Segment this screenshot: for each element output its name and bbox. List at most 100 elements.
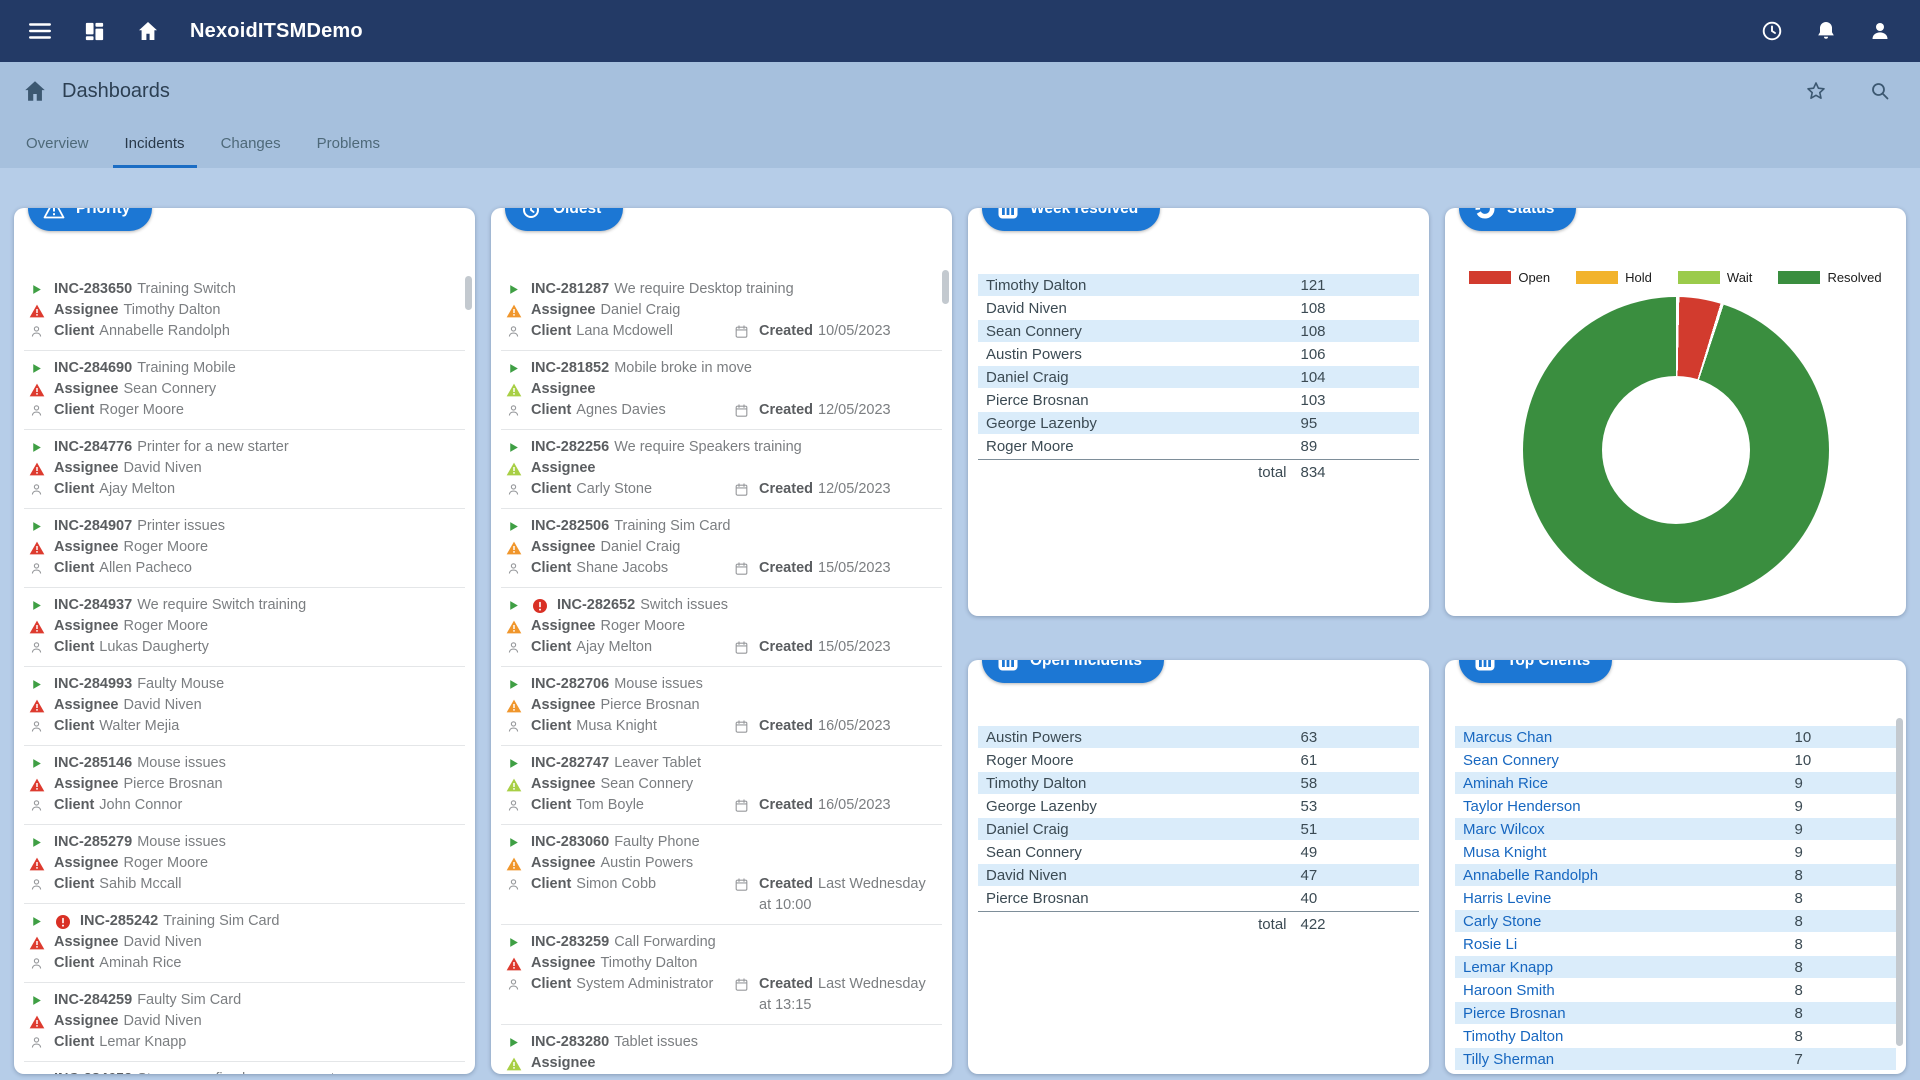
client-name: Allen Pacheco bbox=[99, 560, 192, 576]
table-row[interactable]: Timothy Dalton 121 bbox=[978, 274, 1419, 296]
incident-item[interactable]: INC-281852 Mobile broke in move Assignee Cl… bbox=[501, 350, 942, 429]
table-row[interactable]: Rosie Li 8 bbox=[1455, 933, 1896, 955]
table-row[interactable]: Marc Wilcox 9 bbox=[1455, 818, 1896, 840]
incident-title: Printer for a new starter bbox=[137, 439, 289, 455]
priority-scrollbar[interactable] bbox=[465, 276, 472, 310]
menu-icon[interactable] bbox=[20, 11, 60, 51]
week-resolved-card-header[interactable]: Week resolved bbox=[982, 208, 1161, 231]
tab-problems[interactable]: Problems bbox=[316, 135, 380, 152]
table-row[interactable]: Pierce Brosnan 8 bbox=[1455, 1002, 1896, 1024]
incident-item[interactable]: INC-284259 Faulty Sim Card Assignee David N… bbox=[24, 982, 465, 1061]
priority-card-header[interactable]: Priority bbox=[28, 208, 153, 231]
incident-item[interactable]: INC-283650 Training Switch Assignee Timothy… bbox=[24, 272, 465, 350]
donut-chart-icon bbox=[1473, 208, 1497, 221]
client-name: Walter Mejia bbox=[99, 718, 180, 734]
table-row[interactable]: Marcus Chan 10 bbox=[1455, 726, 1896, 748]
table-row[interactable]: Haroon Smith 8 bbox=[1455, 979, 1896, 1001]
table-row[interactable]: George Lazenby 53 bbox=[978, 795, 1419, 817]
incident-item[interactable]: INC-284690 Training Mobile Assignee Sean Co… bbox=[24, 350, 465, 429]
incident-item[interactable]: INC-284776 Printer for a new starter Assig… bbox=[24, 429, 465, 508]
incident-play-icon bbox=[505, 934, 522, 951]
dashboard-grid-icon[interactable] bbox=[74, 11, 114, 51]
incident-client-line: Client Annabelle Randolph bbox=[28, 321, 461, 342]
incident-title: Mouse issues bbox=[614, 676, 703, 692]
table-row[interactable]: Taylor Henderson 9 bbox=[1455, 795, 1896, 817]
table-row[interactable]: Austin Powers 106 bbox=[978, 343, 1419, 365]
table-row[interactable]: Carly Stone 8 bbox=[1455, 910, 1896, 932]
table-row[interactable]: Timothy Dalton 58 bbox=[978, 772, 1419, 794]
search-icon[interactable] bbox=[1862, 73, 1898, 109]
incident-item[interactable]: INC-281287 We require Desktop training Ass… bbox=[501, 272, 942, 350]
table-row[interactable]: Roger Moore 61 bbox=[978, 749, 1419, 771]
table-row[interactable]: Austin Powers 63 bbox=[978, 726, 1419, 748]
row-value: 40 bbox=[1300, 889, 1318, 907]
table-row[interactable]: Pierce Brosnan 40 bbox=[978, 887, 1419, 909]
table-row[interactable]: Daniel Craig 51 bbox=[978, 818, 1419, 840]
incident-item[interactable]: INC-285279 Mouse issues Assignee Roger Moor… bbox=[24, 824, 465, 903]
incident-item[interactable]: INC-282652 Switch issues Assignee Roger Moo… bbox=[501, 587, 942, 666]
incident-item[interactable]: INC-284937 We require Switch training Assi… bbox=[24, 587, 465, 666]
table-row[interactable]: Annabelle Randolph 8 bbox=[1455, 864, 1896, 886]
table-row[interactable]: Musa Knight 9 bbox=[1455, 841, 1896, 863]
table-row[interactable]: Roger Moore 89 bbox=[978, 435, 1419, 457]
total-row: total 834 bbox=[978, 459, 1419, 485]
star-icon[interactable] bbox=[1798, 73, 1834, 109]
incident-item[interactable]: INC-285146 Mouse issues Assignee Pierce Bro… bbox=[24, 745, 465, 824]
tab-overview[interactable]: Overview bbox=[26, 135, 89, 152]
top-clients-card-header[interactable]: Top Clients bbox=[1459, 660, 1613, 683]
row-name: Haroon Smith bbox=[1463, 981, 1555, 999]
legend-item-hold[interactable]: Hold bbox=[1576, 270, 1652, 285]
legend-item-open[interactable]: Open bbox=[1469, 270, 1550, 285]
top-clients-scrollbar[interactable] bbox=[1896, 718, 1903, 1046]
bell-icon[interactable] bbox=[1806, 11, 1846, 51]
oldest-scrollbar[interactable] bbox=[942, 270, 949, 304]
row-value: 89 bbox=[1300, 437, 1318, 455]
row-value: 47 bbox=[1300, 866, 1318, 884]
status-card-header[interactable]: Status bbox=[1459, 208, 1577, 231]
open-incidents-card-header[interactable]: Open incidents bbox=[982, 660, 1164, 683]
incident-item[interactable]: INC-282706 Mouse issues Assignee Pierce Bro… bbox=[501, 666, 942, 745]
clock-icon[interactable] bbox=[1752, 11, 1792, 51]
legend-item-wait[interactable]: Wait bbox=[1677, 270, 1752, 285]
incident-item[interactable]: INC-284907 Printer issues Assignee Roger Mo… bbox=[24, 508, 465, 587]
incident-assignee-line: Assignee Roger Moore bbox=[505, 616, 938, 637]
assignee-name: Timothy Dalton bbox=[123, 302, 221, 318]
user-icon[interactable] bbox=[1860, 11, 1900, 51]
table-row[interactable]: Sean Connery 49 bbox=[978, 841, 1419, 863]
tab-incidents[interactable]: Incidents bbox=[112, 123, 197, 168]
table-row[interactable]: Daniel Craig 104 bbox=[978, 366, 1419, 388]
row-name: Daniel Craig bbox=[986, 820, 1069, 838]
table-row[interactable]: Sean Connery 10 bbox=[1455, 749, 1896, 771]
priority-triangle-icon bbox=[28, 618, 45, 635]
incident-item[interactable]: INC-283259 Call Forwarding Assignee Timothy… bbox=[501, 924, 942, 1024]
incident-item[interactable]: INC-282747 Leaver Tablet Assignee Sean Conn… bbox=[501, 745, 942, 824]
row-name: George Lazenby bbox=[986, 797, 1097, 815]
incident-assignee-line: Assignee bbox=[505, 379, 938, 400]
table-row[interactable]: Sean Connery 108 bbox=[978, 320, 1419, 342]
incident-item[interactable]: INC-282506 Training Sim Card Assignee Danie… bbox=[501, 508, 942, 587]
incident-item[interactable]: INC-283060 Faulty Phone Assignee Austin Pow… bbox=[501, 824, 942, 924]
tab-changes[interactable]: Changes bbox=[220, 135, 281, 152]
incident-title-line: INC-284652 Storage config change request bbox=[28, 1069, 461, 1074]
table-row[interactable]: Pierce Brosnan 103 bbox=[978, 389, 1419, 411]
assignee-name: Roger Moore bbox=[123, 618, 209, 634]
incident-item[interactable]: INC-284993 Faulty Mouse Assignee David Nive… bbox=[24, 666, 465, 745]
table-row[interactable]: David Niven 108 bbox=[978, 297, 1419, 319]
oldest-card-header[interactable]: Oldest bbox=[505, 208, 624, 231]
incident-item[interactable]: INC-285242 Training Sim Card Assignee David… bbox=[24, 903, 465, 982]
incident-item[interactable]: INC-284652Storage config change requestA… bbox=[24, 1061, 465, 1074]
person-icon bbox=[505, 976, 522, 993]
legend-item-resolved[interactable]: Resolved bbox=[1778, 270, 1882, 285]
table-row[interactable]: Lemar Knapp 8 bbox=[1455, 956, 1896, 978]
home-icon[interactable] bbox=[128, 11, 168, 51]
table-row[interactable]: Harris Levine 8 bbox=[1455, 887, 1896, 909]
table-row[interactable]: David Niven 47 bbox=[978, 864, 1419, 886]
table-row[interactable]: Aminah Rice 9 bbox=[1455, 772, 1896, 794]
incident-item[interactable]: INC-282256 We require Speakers training As… bbox=[501, 429, 942, 508]
incident-title-line: INC-282652 Switch issues bbox=[505, 595, 938, 616]
status-donut-chart[interactable] bbox=[1522, 297, 1829, 603]
table-row[interactable]: Timothy Dalton 8 bbox=[1455, 1025, 1896, 1047]
table-row[interactable]: George Lazenby 95 bbox=[978, 412, 1419, 434]
table-row[interactable]: Tilly Sherman 7 bbox=[1455, 1048, 1896, 1070]
